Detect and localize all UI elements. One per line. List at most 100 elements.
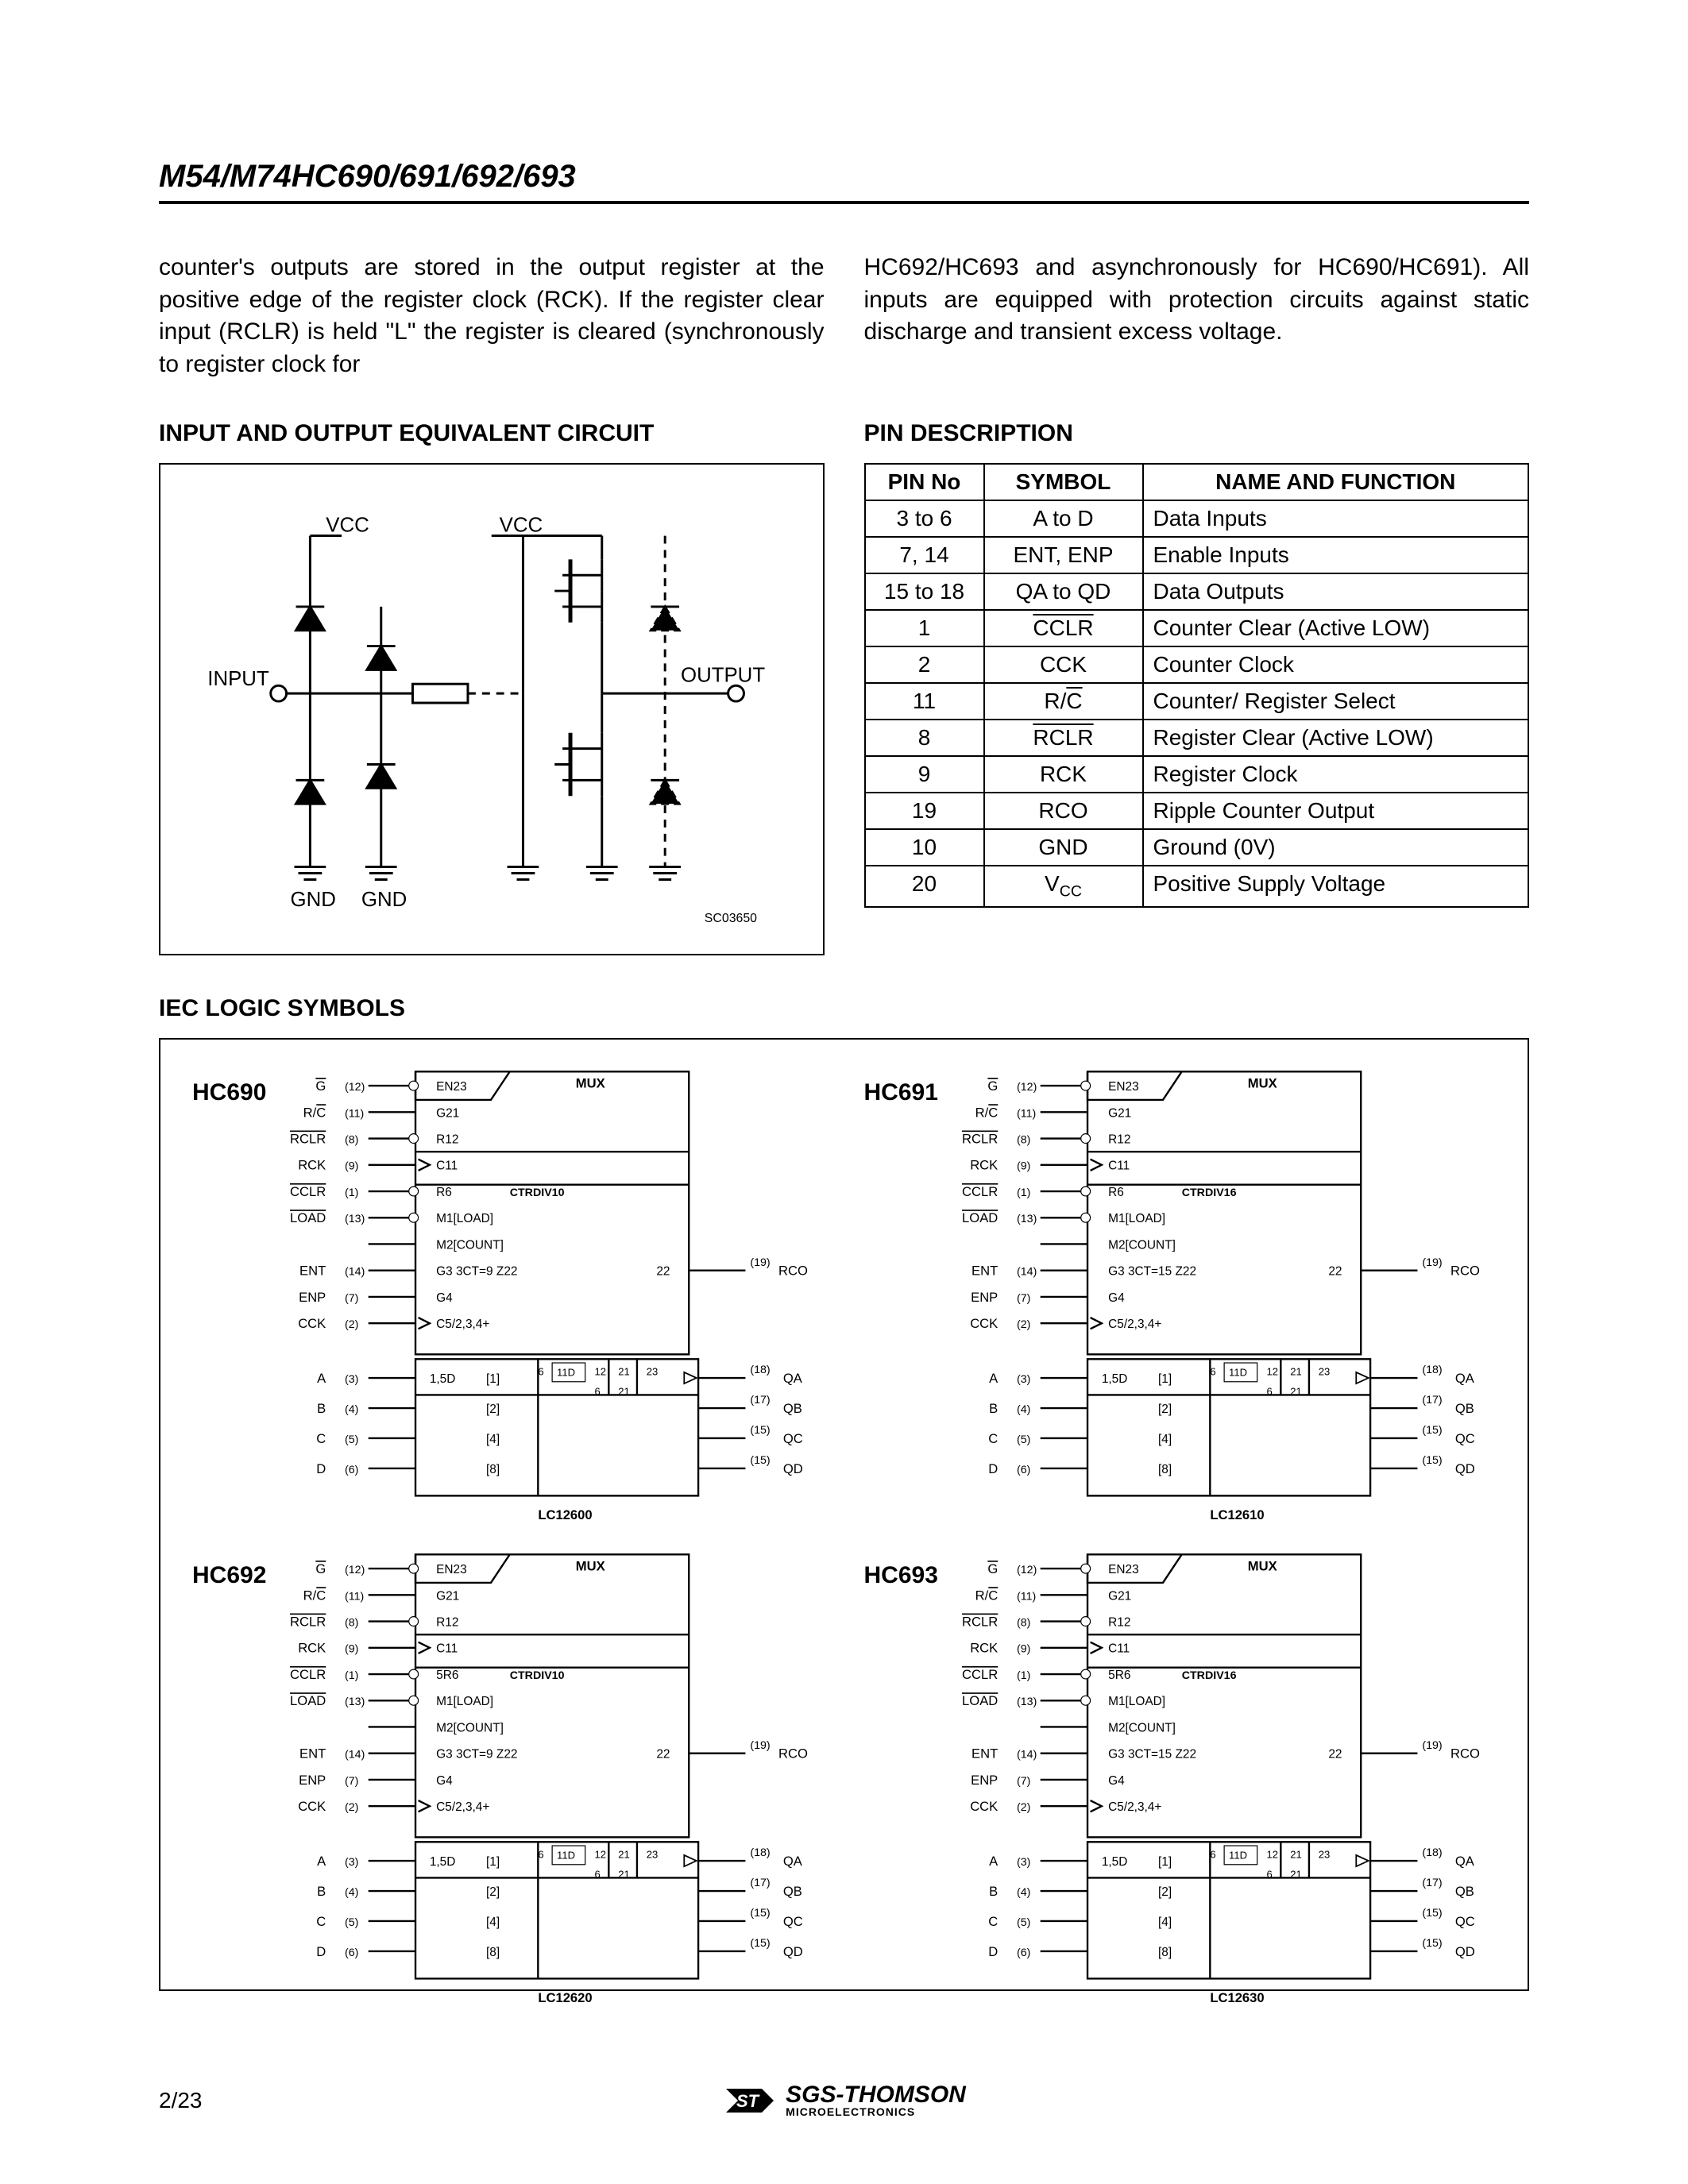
svg-text:QA: QA	[1455, 1854, 1475, 1869]
svg-text:GND: GND	[291, 889, 336, 911]
svg-text:ENP: ENP	[971, 1773, 998, 1788]
svg-text:CCK: CCK	[970, 1800, 998, 1815]
svg-text:22: 22	[1328, 1265, 1342, 1279]
svg-text:ENT: ENT	[299, 1264, 326, 1279]
svg-text:R/C: R/C	[975, 1588, 999, 1603]
svg-text:LOAD: LOAD	[962, 1210, 998, 1225]
svg-text:CCLR: CCLR	[290, 1667, 326, 1682]
svg-text:R/C: R/C	[303, 1105, 326, 1120]
svg-text:QB: QB	[1455, 1401, 1474, 1416]
iec-cell: HC693 MUX G (12) EN23R/C (11) G21RCLR (8…	[848, 1538, 1512, 2013]
svg-text:21: 21	[1290, 1365, 1302, 1377]
svg-text:(9): (9)	[1017, 1643, 1030, 1656]
table-row: 2CCKCounter Clock	[865, 646, 1529, 683]
svg-text:(6): (6)	[345, 1947, 358, 1959]
svg-text:C5/2,3,4+: C5/2,3,4+	[1108, 1801, 1161, 1815]
svg-text:B: B	[318, 1884, 326, 1899]
svg-text:(4): (4)	[1017, 1403, 1030, 1416]
svg-text:CTRDIV16: CTRDIV16	[1182, 1187, 1237, 1199]
svg-text:QB: QB	[783, 1401, 802, 1416]
svg-text:R/C: R/C	[975, 1105, 999, 1120]
svg-text:[1]: [1]	[486, 1855, 500, 1869]
iec-diagram: MUX G (12) EN23R/C (11) G21RCLR (8) R12R…	[946, 1538, 1512, 2013]
svg-text:C: C	[317, 1431, 326, 1446]
svg-text:C: C	[988, 1431, 998, 1446]
svg-text:[1]: [1]	[1158, 1372, 1172, 1386]
pin-desc-heading: PIN DESCRIPTION	[864, 420, 1530, 447]
intro-left: counter's outputs are stored in the outp…	[159, 252, 825, 380]
svg-text:(13): (13)	[1017, 1696, 1037, 1709]
iec-cell: HC690 MUX G (12) EN23R/C (11) G21RCLR (8…	[176, 1055, 840, 1530]
svg-text:22: 22	[1328, 1748, 1342, 1761]
svg-text:QC: QC	[783, 1431, 803, 1446]
page-title: M54/M74HC690/691/692/693	[159, 159, 1529, 204]
svg-text:11D: 11D	[557, 1367, 575, 1379]
svg-text:(11): (11)	[345, 1107, 364, 1120]
svg-text:(7): (7)	[1017, 1292, 1030, 1305]
svg-text:12: 12	[595, 1365, 607, 1377]
svg-text:MUX: MUX	[1248, 1559, 1277, 1574]
svg-text:B: B	[989, 1401, 998, 1416]
svg-text:G4: G4	[437, 1291, 454, 1305]
svg-text:(14): (14)	[1017, 1266, 1037, 1279]
table-row: 7, 14ENT, ENPEnable Inputs	[865, 537, 1529, 573]
svg-text:RCLR: RCLR	[290, 1132, 326, 1147]
svg-text:(11): (11)	[1017, 1107, 1036, 1120]
svg-text:(6): (6)	[345, 1464, 358, 1476]
iec-label: HC691	[848, 1055, 946, 1106]
svg-text:R6: R6	[1108, 1186, 1124, 1199]
svg-text:(12): (12)	[1017, 1564, 1037, 1576]
svg-text:[2]: [2]	[486, 1403, 500, 1416]
svg-text:23: 23	[647, 1365, 659, 1377]
svg-text:R/C: R/C	[303, 1588, 326, 1603]
svg-text:LC12600: LC12600	[539, 1507, 593, 1522]
svg-text:CCK: CCK	[299, 1316, 326, 1331]
svg-text:RCK: RCK	[970, 1641, 998, 1656]
svg-text:[4]: [4]	[1158, 1916, 1172, 1929]
table-row: 19RCORipple Counter Output	[865, 793, 1529, 829]
svg-text:RCO: RCO	[1450, 1746, 1480, 1761]
iec-box: HC690 MUX G (12) EN23R/C (11) G21RCLR (8…	[159, 1038, 1529, 1991]
table-row: 15 to 18QA to QDData Outputs	[865, 573, 1529, 610]
svg-text:RCLR: RCLR	[962, 1615, 998, 1630]
svg-text:RCLR: RCLR	[290, 1615, 326, 1630]
svg-text:(8): (8)	[345, 1134, 358, 1147]
iec-cell: HC692 MUX G (12) EN23R/C (11) G21RCLR (8…	[176, 1538, 840, 2013]
iec-diagram-svg: MUX G (12) EN23R/C (11) G21RCLR (8) R12R…	[946, 1538, 1512, 2013]
svg-text:R6: R6	[437, 1186, 453, 1199]
pin-header: NAME AND FUNCTION	[1143, 464, 1529, 500]
svg-text:A: A	[989, 1371, 999, 1386]
svg-text:ENT: ENT	[971, 1264, 998, 1279]
svg-text:11D: 11D	[557, 1850, 575, 1862]
svg-text:23: 23	[1319, 1365, 1331, 1377]
svg-text:5R6: 5R6	[437, 1669, 459, 1682]
svg-text:6: 6	[539, 1849, 544, 1861]
svg-text:QC: QC	[1455, 1914, 1475, 1929]
svg-text:G3 3CT=15 Z22: G3 3CT=15 Z22	[1108, 1748, 1196, 1761]
svg-text:(9): (9)	[1017, 1160, 1030, 1173]
svg-text:(1): (1)	[1017, 1669, 1030, 1682]
svg-text:(14): (14)	[345, 1749, 365, 1761]
svg-text:(5): (5)	[345, 1916, 358, 1929]
svg-text:(14): (14)	[1017, 1749, 1037, 1761]
svg-text:(5): (5)	[345, 1433, 358, 1446]
svg-text:(15): (15)	[751, 1424, 771, 1437]
svg-text:(18): (18)	[751, 1847, 771, 1860]
iec-cell: HC691 MUX G (12) EN23R/C (11) G21RCLR (8…	[848, 1055, 1512, 1530]
svg-text:ENT: ENT	[299, 1746, 326, 1761]
svg-text:21: 21	[1290, 1869, 1302, 1881]
svg-text:(2): (2)	[345, 1318, 358, 1331]
svg-text:M1[LOAD]: M1[LOAD]	[437, 1212, 494, 1225]
svg-text:(7): (7)	[345, 1775, 358, 1788]
svg-text:(7): (7)	[1017, 1775, 1030, 1788]
svg-text:G3 3CT=9 Z22: G3 3CT=9 Z22	[437, 1265, 518, 1279]
svg-text:LOAD: LOAD	[290, 1694, 326, 1709]
svg-text:G21: G21	[437, 1106, 460, 1120]
svg-text:(18): (18)	[751, 1364, 771, 1376]
iec-diagram-svg: MUX G (12) EN23R/C (11) G21RCLR (8) R12R…	[274, 1055, 840, 1530]
iec-diagram: MUX G (12) EN23R/C (11) G21RCLR (8) R12R…	[946, 1055, 1512, 1530]
svg-text:[8]: [8]	[486, 1946, 500, 1959]
svg-text:12: 12	[595, 1849, 607, 1861]
svg-text:LC12610: LC12610	[1210, 1507, 1264, 1522]
svg-text:[1]: [1]	[486, 1372, 500, 1386]
